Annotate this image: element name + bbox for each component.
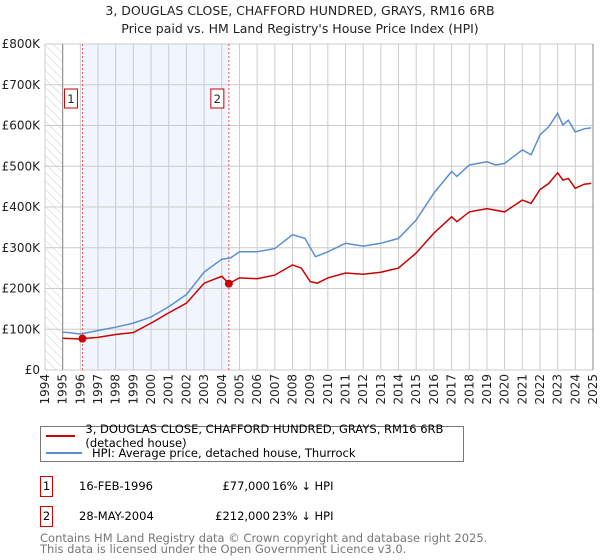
chart-subtitle: Price paid vs. HM Land Registry's House … [121, 21, 479, 36]
x-tick-label: 2024 [568, 374, 582, 405]
sale-badge-box [63, 88, 78, 109]
x-tick-label: 2014 [392, 374, 406, 405]
x-tick-label: 2020 [498, 374, 512, 405]
sale-badge: 1 [40, 476, 53, 497]
legend-item-hpi: HPI: Average price, detached house, Thur… [46, 445, 356, 461]
legend-label-property: 3, DOUGLAS CLOSE, CHAFFORD HUNDRED, GRAY… [85, 422, 444, 450]
sale-date: 28-MAY-2004 [79, 509, 154, 523]
x-tick-label: 2011 [339, 374, 353, 405]
x-tick-label: 2018 [462, 374, 476, 405]
legend-swatch-blue [46, 452, 82, 454]
legend-label-hpi: HPI: Average price, detached house, Thur… [92, 446, 356, 460]
sale-price: £212,000 [215, 509, 270, 523]
x-tick-label: 1997 [91, 374, 105, 405]
x-tick-label: 2002 [179, 374, 193, 405]
sale-badge: 2 [40, 506, 53, 527]
chart-title: 3, DOUGLAS CLOSE, CHAFFORD HUNDRED, GRAY… [105, 3, 495, 18]
y-tick-label: £600K [2, 119, 42, 133]
sale-badge-label: 2 [214, 92, 221, 106]
sale-point [78, 334, 87, 343]
sale-point [224, 279, 233, 288]
x-tick-label: 2015 [409, 374, 423, 405]
y-tick-label: £400K [2, 200, 42, 214]
x-tick-label: 2009 [303, 374, 317, 405]
footer-copyright: Contains HM Land Registry data © Crown c… [40, 531, 488, 545]
x-tick-label: 1996 [73, 374, 87, 405]
y-tick-label: £200K [2, 282, 42, 296]
x-tick-label: 2019 [480, 374, 494, 405]
y-tick-label: £700K [2, 78, 42, 92]
x-tick-label: 2017 [445, 374, 459, 405]
sale-badge-label: 1 [67, 92, 74, 106]
hpi-line [62, 111, 592, 335]
sale-hpi-diff: 23% ↓ HPI [272, 509, 334, 523]
property-price-line [62, 171, 592, 340]
x-tick-label: 2001 [162, 374, 176, 405]
legend-item-property: 3, DOUGLAS CLOSE, CHAFFORD HUNDRED, GRAY… [46, 422, 463, 450]
price-chart: 1994 1995 1996 1997 1998 1999 2000 2001 2002 2003… [2, 37, 600, 405]
y-tick-label: £800K [2, 37, 42, 51]
x-tick-label: 2021 [515, 374, 529, 405]
y-tick-label: £100K [2, 322, 42, 336]
x-tick-label: 2010 [321, 374, 335, 405]
y-tick-label: £500K [2, 159, 42, 173]
x-tick-label: 2016 [427, 374, 441, 405]
x-tick-label: 2025 [586, 374, 600, 405]
legend: 3, DOUGLAS CLOSE, CHAFFORD HUNDRED, GRAY… [40, 422, 464, 462]
y-tick-label: £0 [25, 363, 40, 377]
x-tick-label: 2023 [551, 374, 565, 405]
footer-licence: This data is licensed under the Open Gov… [40, 542, 407, 556]
x-tick-label: 2007 [268, 374, 282, 405]
x-tick-label: 2008 [285, 374, 299, 405]
y-tick-label: £300K [2, 241, 42, 255]
x-tick-label: 2000 [144, 374, 158, 405]
x-tick-label: 2006 [250, 374, 264, 405]
sale-hpi-diff: 16% ↓ HPI [272, 479, 334, 493]
x-tick-label: 2012 [356, 374, 370, 405]
x-tick-label: 2005 [232, 374, 246, 405]
sale-badge-box [210, 88, 225, 109]
x-tick-label: 2013 [374, 374, 388, 405]
x-tick-label: 1999 [126, 374, 140, 405]
x-tick-label: 1994 [38, 374, 52, 405]
sale-date: 16-FEB-1996 [79, 479, 153, 493]
x-tick-label: 1998 [109, 374, 123, 405]
x-tick-label: 2022 [533, 374, 547, 405]
x-tick-label: 2004 [215, 374, 229, 405]
x-tick-label: 2003 [197, 374, 211, 405]
legend-swatch-red [46, 435, 76, 437]
x-tick-label: 1995 [56, 374, 70, 405]
sale-price: £77,000 [222, 479, 270, 493]
